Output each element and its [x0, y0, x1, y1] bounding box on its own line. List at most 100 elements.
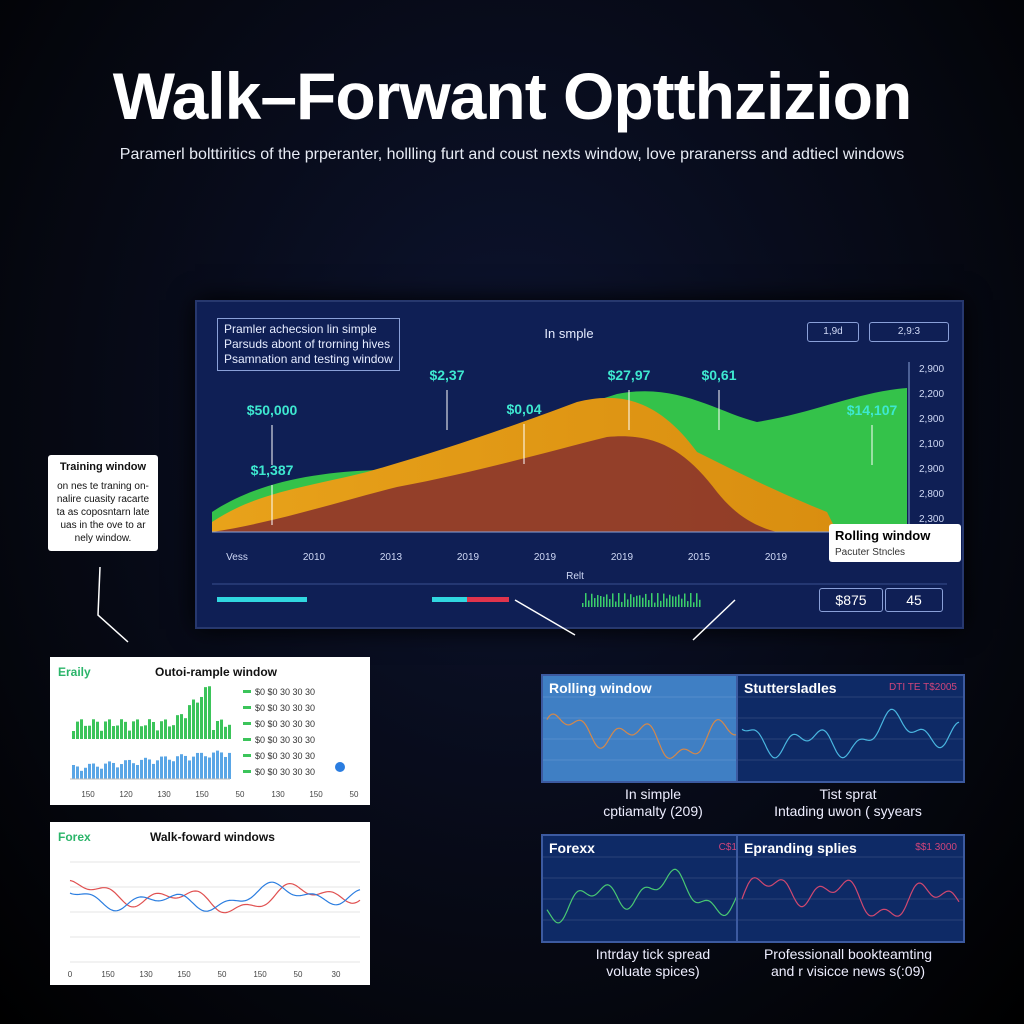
strip-spike — [591, 593, 593, 607]
bar — [116, 767, 119, 779]
toolbar-button[interactable]: 1,9d — [807, 322, 859, 342]
row-marker — [243, 722, 251, 725]
bar — [164, 756, 167, 779]
bar — [112, 762, 115, 779]
panel-chart: 0 150 130 150 50 150 50 30 — [68, 861, 361, 979]
bar — [160, 721, 163, 739]
y-label: 2,900 — [919, 364, 944, 375]
bar — [168, 726, 171, 739]
bar — [80, 770, 83, 779]
bar — [84, 767, 87, 779]
bar — [100, 768, 103, 779]
bar — [96, 766, 99, 779]
x-label: 50 — [294, 970, 303, 979]
bar — [212, 752, 215, 779]
bar — [208, 757, 211, 779]
bar — [204, 687, 207, 739]
strip-spike — [633, 597, 635, 607]
bar — [80, 719, 83, 739]
value-label: $0,04 — [506, 401, 541, 417]
strip-spike — [600, 596, 602, 607]
toolbar-button[interactable]: 2,9:3 — [869, 322, 949, 342]
bar — [144, 757, 147, 779]
bar — [152, 763, 155, 779]
bar — [72, 731, 75, 739]
bar — [72, 765, 75, 779]
row-text: $0 $0 30 30 30 — [255, 719, 315, 729]
bar — [176, 715, 179, 739]
x-label: 2013 — [380, 552, 403, 563]
y-label: 2,900 — [919, 414, 944, 425]
tile: Epranding splies $$1 3000 — [736, 834, 965, 943]
x-label: 30 — [332, 970, 341, 979]
bar — [220, 752, 223, 779]
x-label: 50 — [350, 790, 359, 799]
strip-spike — [639, 595, 641, 607]
x-label: 150 — [253, 970, 267, 979]
y-label: 2,900 — [919, 464, 944, 475]
main-panel: In smple $50,000 $1,387 $2,37 $0,04 $27,97 $0,… — [195, 300, 964, 629]
strip-spike — [630, 594, 632, 607]
value-label: $1,387 — [251, 462, 294, 478]
x-label: 2010 — [303, 552, 326, 563]
page-subtitle: Paramerl bolttiritics of the prperanter,… — [119, 146, 905, 163]
strip-spike — [636, 595, 638, 607]
bar — [128, 730, 131, 739]
bar — [96, 721, 99, 739]
row-marker — [243, 770, 251, 773]
strip-spike — [609, 599, 611, 607]
training-title: Training window — [59, 461, 147, 473]
value-label: $2,37 — [429, 367, 464, 383]
strip-spike — [603, 596, 605, 607]
row-marker — [243, 754, 251, 757]
strip-spike — [672, 596, 674, 607]
strip-spike — [612, 593, 614, 607]
x-label: 150 — [81, 790, 95, 799]
x-label: 0 — [68, 970, 73, 979]
tile-chart — [543, 856, 768, 924]
bar — [76, 721, 79, 739]
tile-caption: Intrday tick spread voluate spices) — [523, 946, 783, 980]
y-label: 2,800 — [919, 489, 944, 500]
tile-chart — [738, 856, 963, 921]
bar — [148, 719, 151, 739]
x-label: 150 — [177, 970, 191, 979]
callout: Rolling window Pacuter Stncles — [829, 524, 961, 562]
bar — [120, 719, 123, 739]
x-label: Vess — [226, 552, 248, 563]
bar — [228, 724, 231, 739]
row-marker — [243, 738, 251, 741]
strip-spike — [648, 600, 650, 607]
x-label: 50 — [236, 790, 245, 799]
strip-spike — [666, 598, 668, 607]
bar — [92, 719, 95, 739]
bar — [216, 721, 219, 739]
y-label: 2,100 — [919, 439, 944, 450]
bar — [140, 726, 143, 739]
y-label: 2,200 — [919, 389, 944, 400]
strip-spike — [606, 594, 608, 607]
bar — [224, 726, 227, 739]
row-marker — [243, 706, 251, 709]
bar — [200, 696, 203, 739]
panel-chart: $0 $0 30 30 30 $0 $0 30 30 30 $0 $0 30 30 … — [70, 686, 359, 799]
strip-spike — [681, 598, 683, 607]
wave-line — [69, 881, 361, 912]
strip-spike — [675, 596, 677, 607]
strip-spike — [678, 594, 680, 607]
bar — [104, 763, 107, 779]
caption-line: Intading uwon ( syyears — [774, 803, 922, 819]
bar — [172, 761, 175, 779]
legend-line: Parsuds abont of trorning hives — [224, 337, 391, 351]
bar — [184, 755, 187, 779]
strip-spike — [585, 593, 587, 607]
wave-line — [546, 868, 765, 924]
bar — [88, 763, 91, 779]
panel-tag: Eraily — [58, 665, 91, 679]
footer-value[interactable]: 45 — [885, 588, 943, 612]
bar — [152, 721, 155, 739]
slider-knob — [335, 762, 345, 772]
x-label: 2019 — [534, 552, 557, 563]
bar — [112, 726, 115, 739]
